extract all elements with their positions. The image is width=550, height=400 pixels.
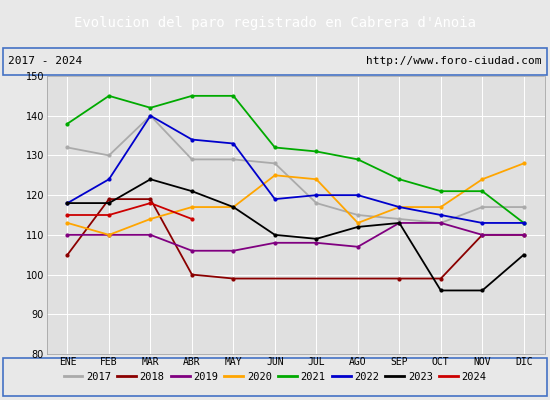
Text: 2017 - 2024: 2017 - 2024: [8, 56, 82, 66]
Text: Evolucion del paro registrado en Cabrera d'Anoia: Evolucion del paro registrado en Cabrera…: [74, 16, 476, 30]
Legend: 2017, 2018, 2019, 2020, 2021, 2022, 2023, 2024: 2017, 2018, 2019, 2020, 2021, 2022, 2023…: [59, 368, 491, 386]
Text: http://www.foro-ciudad.com: http://www.foro-ciudad.com: [366, 56, 542, 66]
Bar: [3, 358, 547, 396]
